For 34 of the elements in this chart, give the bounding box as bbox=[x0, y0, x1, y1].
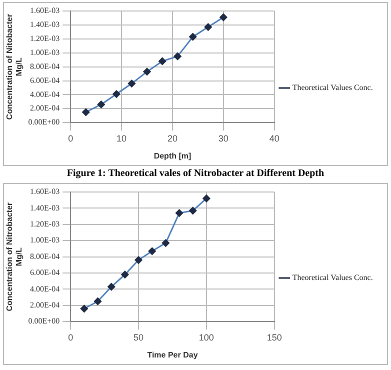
y-tick-label: 8.00E-04 bbox=[30, 62, 60, 71]
y-tick-label: 2.00E-04 bbox=[30, 104, 60, 113]
x-tick-label: 100 bbox=[198, 332, 214, 342]
y-tick-label: 1.20E-03 bbox=[30, 219, 60, 228]
legend-label: Theoretical Values Conc. bbox=[292, 83, 373, 92]
x-tick-label: 0 bbox=[68, 332, 74, 342]
y-tick-label: 1.40E-03 bbox=[30, 203, 60, 212]
y-tick-label: 6.00E-04 bbox=[30, 268, 60, 278]
x-axis-title: Time Per Day bbox=[147, 350, 198, 360]
y-tick-label: 8.00E-04 bbox=[30, 252, 60, 261]
y-tick-label: 1.20E-03 bbox=[30, 34, 60, 43]
x-tick-label: 50 bbox=[134, 332, 144, 342]
x-tick-label: 0 bbox=[68, 133, 74, 144]
y-axis-title: Concentration of Nitobacter Mg/L bbox=[5, 14, 24, 120]
y-tick-label: 4.00E-04 bbox=[30, 90, 60, 99]
x-tick-label: 20 bbox=[167, 133, 178, 144]
y-axis-title: Concentration of Nitrobacter Mg/L bbox=[5, 202, 24, 312]
caption: Figure 1: Theoretical vales of Nitrobacter at Different Depth bbox=[66, 168, 326, 179]
x-tick-label: 40 bbox=[269, 133, 280, 144]
y-tick-label: 1.00E-03 bbox=[30, 236, 60, 245]
y-tick-label: 0.00E+00 bbox=[28, 118, 60, 127]
y-tick-label: 0.00E+00 bbox=[28, 316, 60, 326]
y-tick-label: 1.60E-03 bbox=[30, 6, 60, 16]
x-tick-label: 150 bbox=[266, 332, 282, 342]
x-axis-title: Depth [m] bbox=[154, 151, 192, 160]
legend-label: Theoretical Values Conc. bbox=[292, 273, 373, 282]
y-tick-label: 2.00E-04 bbox=[30, 300, 60, 310]
x-tick-label: 30 bbox=[218, 133, 228, 144]
y-tick-label: 1.40E-03 bbox=[30, 20, 60, 30]
y-tick-label: 6.00E-04 bbox=[30, 76, 60, 85]
y-tick-label: 1.60E-03 bbox=[30, 187, 60, 196]
x-tick-label: 10 bbox=[116, 133, 127, 144]
y-tick-label: 1.00E-03 bbox=[30, 48, 60, 57]
y-tick-label: 4.00E-04 bbox=[30, 284, 60, 294]
